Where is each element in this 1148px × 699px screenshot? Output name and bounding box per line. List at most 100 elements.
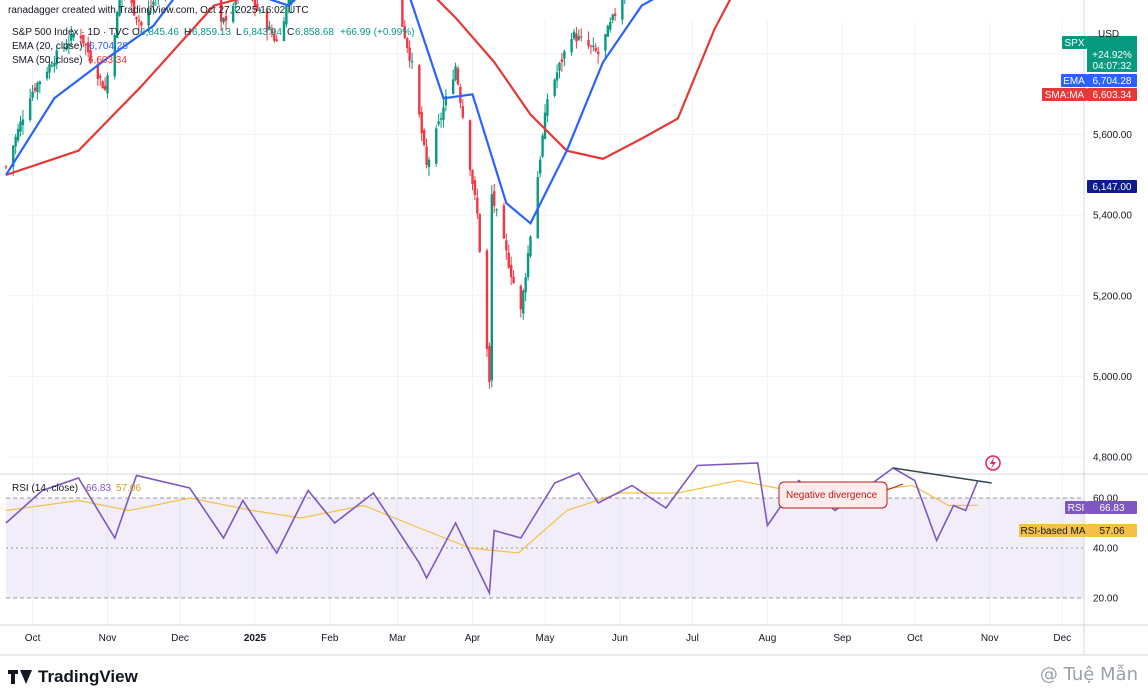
support-price-badge-bg — [1087, 180, 1137, 193]
candle-body — [621, 0, 624, 20]
candle-body — [572, 31, 576, 39]
candle-body — [290, 0, 293, 4]
last-price-badge-bg — [1087, 36, 1137, 72]
sma-legend-label[interactable]: SMA (50, close) — [12, 55, 83, 66]
candle-body — [587, 39, 590, 46]
candle-body — [287, 0, 290, 5]
candle-body — [509, 264, 513, 278]
candle-body — [478, 213, 481, 252]
candle-body — [454, 66, 457, 80]
rsi-tick-label: 60.00 — [1093, 494, 1118, 505]
candle-body — [456, 68, 460, 85]
candle-body — [16, 128, 20, 141]
ema-legend-value: 6,704.28 — [89, 41, 128, 52]
candle-body — [435, 128, 438, 164]
candle-body — [553, 79, 556, 96]
tradingview-logo[interactable]: TradingView — [8, 667, 138, 687]
candle-body — [234, 0, 237, 5]
price-tick-label: 5,200.00 — [1093, 291, 1132, 302]
candle-body — [495, 209, 498, 211]
candle-body — [473, 180, 477, 195]
ema-price-badge-bg — [1087, 74, 1137, 87]
candle-body — [427, 159, 431, 167]
time-tick-label: Jun — [612, 633, 628, 644]
ema-legend-label[interactable]: EMA (20, close) — [12, 41, 83, 52]
candle-body — [468, 120, 472, 171]
time-tick-label: Mar — [389, 633, 407, 644]
candle-body — [12, 145, 15, 167]
candle-body — [609, 22, 612, 30]
candle-body — [79, 35, 83, 39]
candle-body — [560, 59, 564, 63]
candle-body — [50, 65, 54, 67]
ohlc-change: +66.99 (+0.99%) — [340, 27, 415, 38]
candle-body — [19, 121, 22, 132]
candle-body — [422, 130, 426, 145]
currency-label[interactable]: USD — [1098, 29, 1119, 40]
time-tick-label: Dec — [1053, 633, 1071, 644]
candle-body — [580, 36, 583, 38]
ema-tag: EMA — [1063, 76, 1085, 87]
candle-body — [219, 0, 223, 22]
candle-body — [512, 276, 515, 284]
alert-bolt-icon[interactable] — [985, 455, 1001, 471]
candle-body — [444, 96, 448, 106]
candle-body — [149, 5, 153, 7]
rsi-value-badge-bg — [1087, 501, 1137, 514]
candle-body — [273, 34, 276, 41]
candle-body — [38, 81, 42, 85]
price-tick-label: 5,000.00 — [1093, 372, 1132, 383]
rsi-tag: RSI — [1068, 503, 1085, 514]
candle-body — [72, 34, 75, 38]
rsi-title: RSI (14, close) — [12, 483, 78, 494]
divergence-callout-text: Negative divergence — [786, 490, 878, 501]
candle-body — [147, 9, 150, 26]
candle-body — [592, 45, 595, 48]
time-tick-label: 2025 — [244, 633, 267, 644]
candle-body — [519, 285, 523, 310]
support-price-badge: 6,147.00 — [1093, 182, 1132, 193]
rsi-overbought-oversold-band — [6, 498, 1084, 598]
candle-body — [524, 277, 527, 293]
candle-body — [420, 112, 423, 134]
rsi-ma-tag-bg — [1019, 524, 1087, 537]
candle-body — [33, 87, 37, 91]
candle-body — [613, 13, 617, 16]
rsi-value: 66.83 — [86, 483, 111, 494]
time-tick-label: Sep — [833, 633, 851, 644]
candle-body — [89, 49, 92, 62]
candle-body — [53, 62, 56, 67]
candle-body — [101, 81, 104, 89]
candle-body — [70, 33, 73, 41]
candle-body — [113, 35, 116, 77]
candle-body — [268, 26, 271, 30]
ohlc-open-label: O — [132, 27, 140, 38]
symbol-line[interactable]: S&P 500 Index · 1D · TVC — [12, 27, 129, 38]
price-tick-label: 4,800.00 — [1093, 453, 1132, 464]
candle-body — [575, 33, 578, 42]
candle-body — [570, 39, 573, 53]
candle-body — [152, 1, 155, 6]
candle-body — [577, 36, 581, 40]
candle-body — [594, 47, 597, 51]
candle-body — [224, 16, 228, 21]
candle-body — [546, 99, 549, 116]
candle-body — [275, 39, 278, 41]
divergence-callout-box[interactable] — [778, 481, 888, 509]
ohlc-close-value: 6,858.68 — [295, 27, 334, 38]
rsi-tick-label: 40.00 — [1093, 544, 1118, 555]
candle-body — [410, 61, 414, 63]
rsi-tag-bg — [1065, 501, 1087, 514]
candle-body — [401, 0, 404, 27]
candle-body — [541, 135, 544, 157]
spx-tag: SPX — [1064, 38, 1084, 49]
candle-body — [67, 43, 71, 45]
spx-tag-bg — [1062, 36, 1087, 49]
candle-body — [132, 0, 136, 16]
candle-body — [476, 197, 479, 214]
candle-body — [106, 75, 109, 94]
divergence-trendline — [892, 467, 992, 484]
time-tick-label: Feb — [321, 633, 339, 644]
rsi-ma-value: 57.06 — [116, 483, 141, 494]
